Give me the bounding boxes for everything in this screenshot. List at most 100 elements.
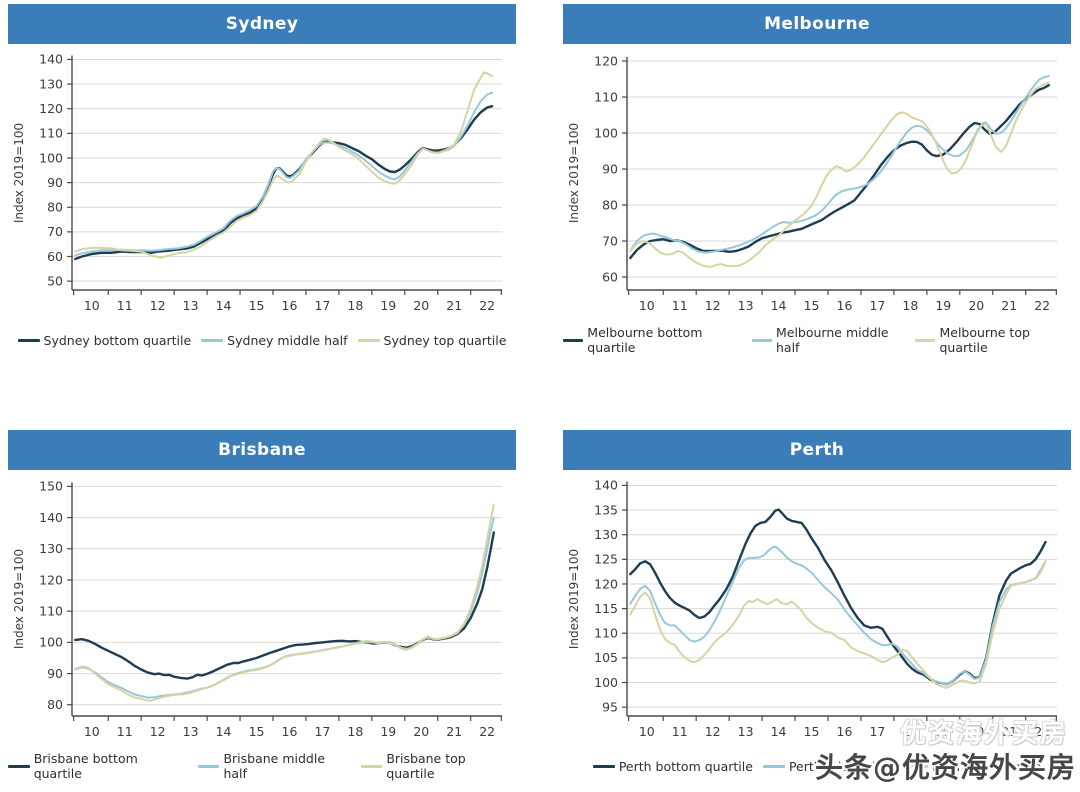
svg-text:70: 70 bbox=[47, 224, 63, 239]
svg-text:90: 90 bbox=[602, 161, 618, 176]
brisbane-chart: 80 90 100 110 120 130 140 150 10 11 12 13 14 15 16 17 18… bbox=[12, 479, 502, 739]
svg-text:22: 22 bbox=[1034, 298, 1050, 313]
svg-text:110: 110 bbox=[594, 626, 618, 641]
perth-title: Perth bbox=[789, 440, 845, 460]
legend-item-perth-middle-half: Perth middle half bbox=[762, 758, 896, 774]
axes bbox=[71, 55, 502, 291]
svg-text:100: 100 bbox=[594, 675, 618, 690]
svg-text:19: 19 bbox=[380, 298, 396, 313]
legend-swatch-top bbox=[915, 338, 936, 342]
series-lines bbox=[74, 71, 494, 261]
svg-text:16: 16 bbox=[282, 724, 298, 739]
brisbane-title: Brisbane bbox=[218, 440, 306, 460]
svg-text:13: 13 bbox=[738, 298, 754, 313]
x-tick-labels: 10 11 12 13 14 15 16 17 18 19 20 21 22 bbox=[73, 716, 502, 739]
svg-text:20: 20 bbox=[413, 724, 429, 739]
svg-text:17: 17 bbox=[314, 298, 330, 313]
svg-text:12: 12 bbox=[705, 298, 721, 313]
svg-text:18: 18 bbox=[347, 298, 363, 313]
legend-label: Sydney top quartile bbox=[383, 332, 507, 348]
perth-legend: Perth bottom quartile Perth middle half Pe… bbox=[563, 754, 1071, 778]
svg-text:90: 90 bbox=[47, 175, 63, 190]
svg-text:100: 100 bbox=[594, 125, 618, 140]
svg-text:60: 60 bbox=[47, 249, 63, 264]
watermark-ghost: 优资海外买房 bbox=[899, 719, 1068, 749]
legend-swatch-bottom bbox=[8, 764, 30, 768]
legend-item-melbourne-bottom-quartile: Melbourne bottom quartile bbox=[563, 325, 742, 355]
line-sydney-top-quartile bbox=[74, 71, 494, 259]
svg-text:60: 60 bbox=[602, 269, 618, 284]
svg-text:11: 11 bbox=[117, 724, 133, 739]
legend-item-sydney-bottom-quartile: Sydney bottom quartile bbox=[17, 333, 191, 348]
y-axis-label: Index 2019=100 bbox=[567, 123, 581, 223]
svg-text:20: 20 bbox=[968, 724, 984, 739]
sydney-header: Sydney bbox=[8, 4, 516, 44]
svg-text:13: 13 bbox=[738, 724, 754, 739]
melbourne-title: Melbourne bbox=[764, 14, 870, 34]
svg-text:15: 15 bbox=[804, 298, 820, 313]
svg-text:21: 21 bbox=[446, 724, 462, 739]
svg-text:10: 10 bbox=[639, 298, 655, 313]
chart-panel-sydney: Sydney 50 60 70 80 90 100 110 120 130 140 10 11 12 13… bbox=[8, 4, 516, 352]
svg-text:17: 17 bbox=[314, 724, 330, 739]
legend-swatch-middle bbox=[762, 764, 785, 768]
svg-text:13: 13 bbox=[183, 724, 199, 739]
legend-label: Melbourne top quartile bbox=[939, 325, 1030, 355]
svg-text:21: 21 bbox=[446, 298, 462, 313]
svg-text:120: 120 bbox=[594, 576, 618, 591]
svg-text:70: 70 bbox=[602, 233, 618, 248]
svg-text:110: 110 bbox=[594, 89, 618, 104]
series-lines bbox=[74, 504, 495, 702]
line-brisbane-middle-half bbox=[74, 516, 495, 699]
legend-swatch-middle bbox=[751, 338, 772, 342]
svg-text:13: 13 bbox=[183, 298, 199, 313]
legend-swatch-top bbox=[905, 764, 928, 768]
sydney-title: Sydney bbox=[225, 14, 299, 34]
gridlines bbox=[72, 58, 502, 282]
svg-text:16: 16 bbox=[282, 298, 298, 313]
svg-text:22: 22 bbox=[479, 298, 495, 313]
svg-text:19: 19 bbox=[935, 298, 951, 313]
chart-panel-melbourne: Melbourne 60 70 80 90 100 110 120 10 11 12 13 14 15 1… bbox=[563, 4, 1071, 355]
legend-label: Perth middle half bbox=[788, 758, 896, 774]
gridlines bbox=[627, 60, 1057, 278]
svg-text:140: 140 bbox=[39, 510, 63, 525]
svg-text:14: 14 bbox=[771, 724, 787, 739]
melbourne-header: Melbourne bbox=[563, 4, 1071, 44]
svg-text:14: 14 bbox=[771, 298, 787, 313]
legend-label: Brisbane middle half bbox=[223, 751, 326, 781]
svg-text:21: 21 bbox=[1001, 298, 1017, 313]
gridlines bbox=[627, 484, 1057, 708]
svg-text:12: 12 bbox=[705, 724, 721, 739]
svg-text:110: 110 bbox=[39, 126, 63, 141]
line-perth-top-quartile bbox=[629, 560, 1047, 689]
svg-text:17: 17 bbox=[869, 298, 885, 313]
y-tick-labels: 95 100 105 110 115 120 125 130 135 140 bbox=[594, 478, 627, 714]
legend-item-sydney-middle-half: Sydney middle half bbox=[201, 332, 348, 348]
svg-text:18: 18 bbox=[902, 724, 918, 739]
perth-header: Perth bbox=[563, 430, 1071, 470]
svg-text:80: 80 bbox=[602, 197, 618, 212]
svg-text:10: 10 bbox=[639, 724, 655, 739]
line-perth-middle-half bbox=[629, 545, 1047, 686]
svg-text:90: 90 bbox=[47, 666, 63, 681]
legend-label: Melbourne bottom quartile bbox=[587, 325, 703, 355]
axes bbox=[626, 57, 1057, 291]
svg-text:140: 140 bbox=[39, 52, 63, 67]
svg-text:20: 20 bbox=[413, 298, 429, 313]
x-tick-labels: 10 11 12 13 14 15 16 17 18 19 20 21 22 bbox=[73, 290, 502, 313]
svg-text:150: 150 bbox=[39, 479, 63, 494]
svg-text:16: 16 bbox=[837, 298, 853, 313]
legend-label: Perth top quartile bbox=[931, 758, 1042, 774]
line-sydney-middle-half bbox=[74, 91, 494, 257]
legend-swatch-bottom bbox=[17, 338, 40, 342]
legend-item-brisbane-top-quartile: Brisbane top quartile bbox=[360, 751, 516, 781]
svg-text:50: 50 bbox=[47, 273, 63, 288]
svg-text:15: 15 bbox=[249, 724, 265, 739]
watermark: 头条@优资海外买房 bbox=[814, 751, 1076, 784]
series-lines bbox=[629, 75, 1050, 268]
svg-text:100: 100 bbox=[39, 150, 63, 165]
legend-label: Sydney middle half bbox=[227, 332, 348, 348]
line-melbourne-middle-half bbox=[629, 75, 1050, 254]
svg-text:15: 15 bbox=[804, 724, 820, 739]
